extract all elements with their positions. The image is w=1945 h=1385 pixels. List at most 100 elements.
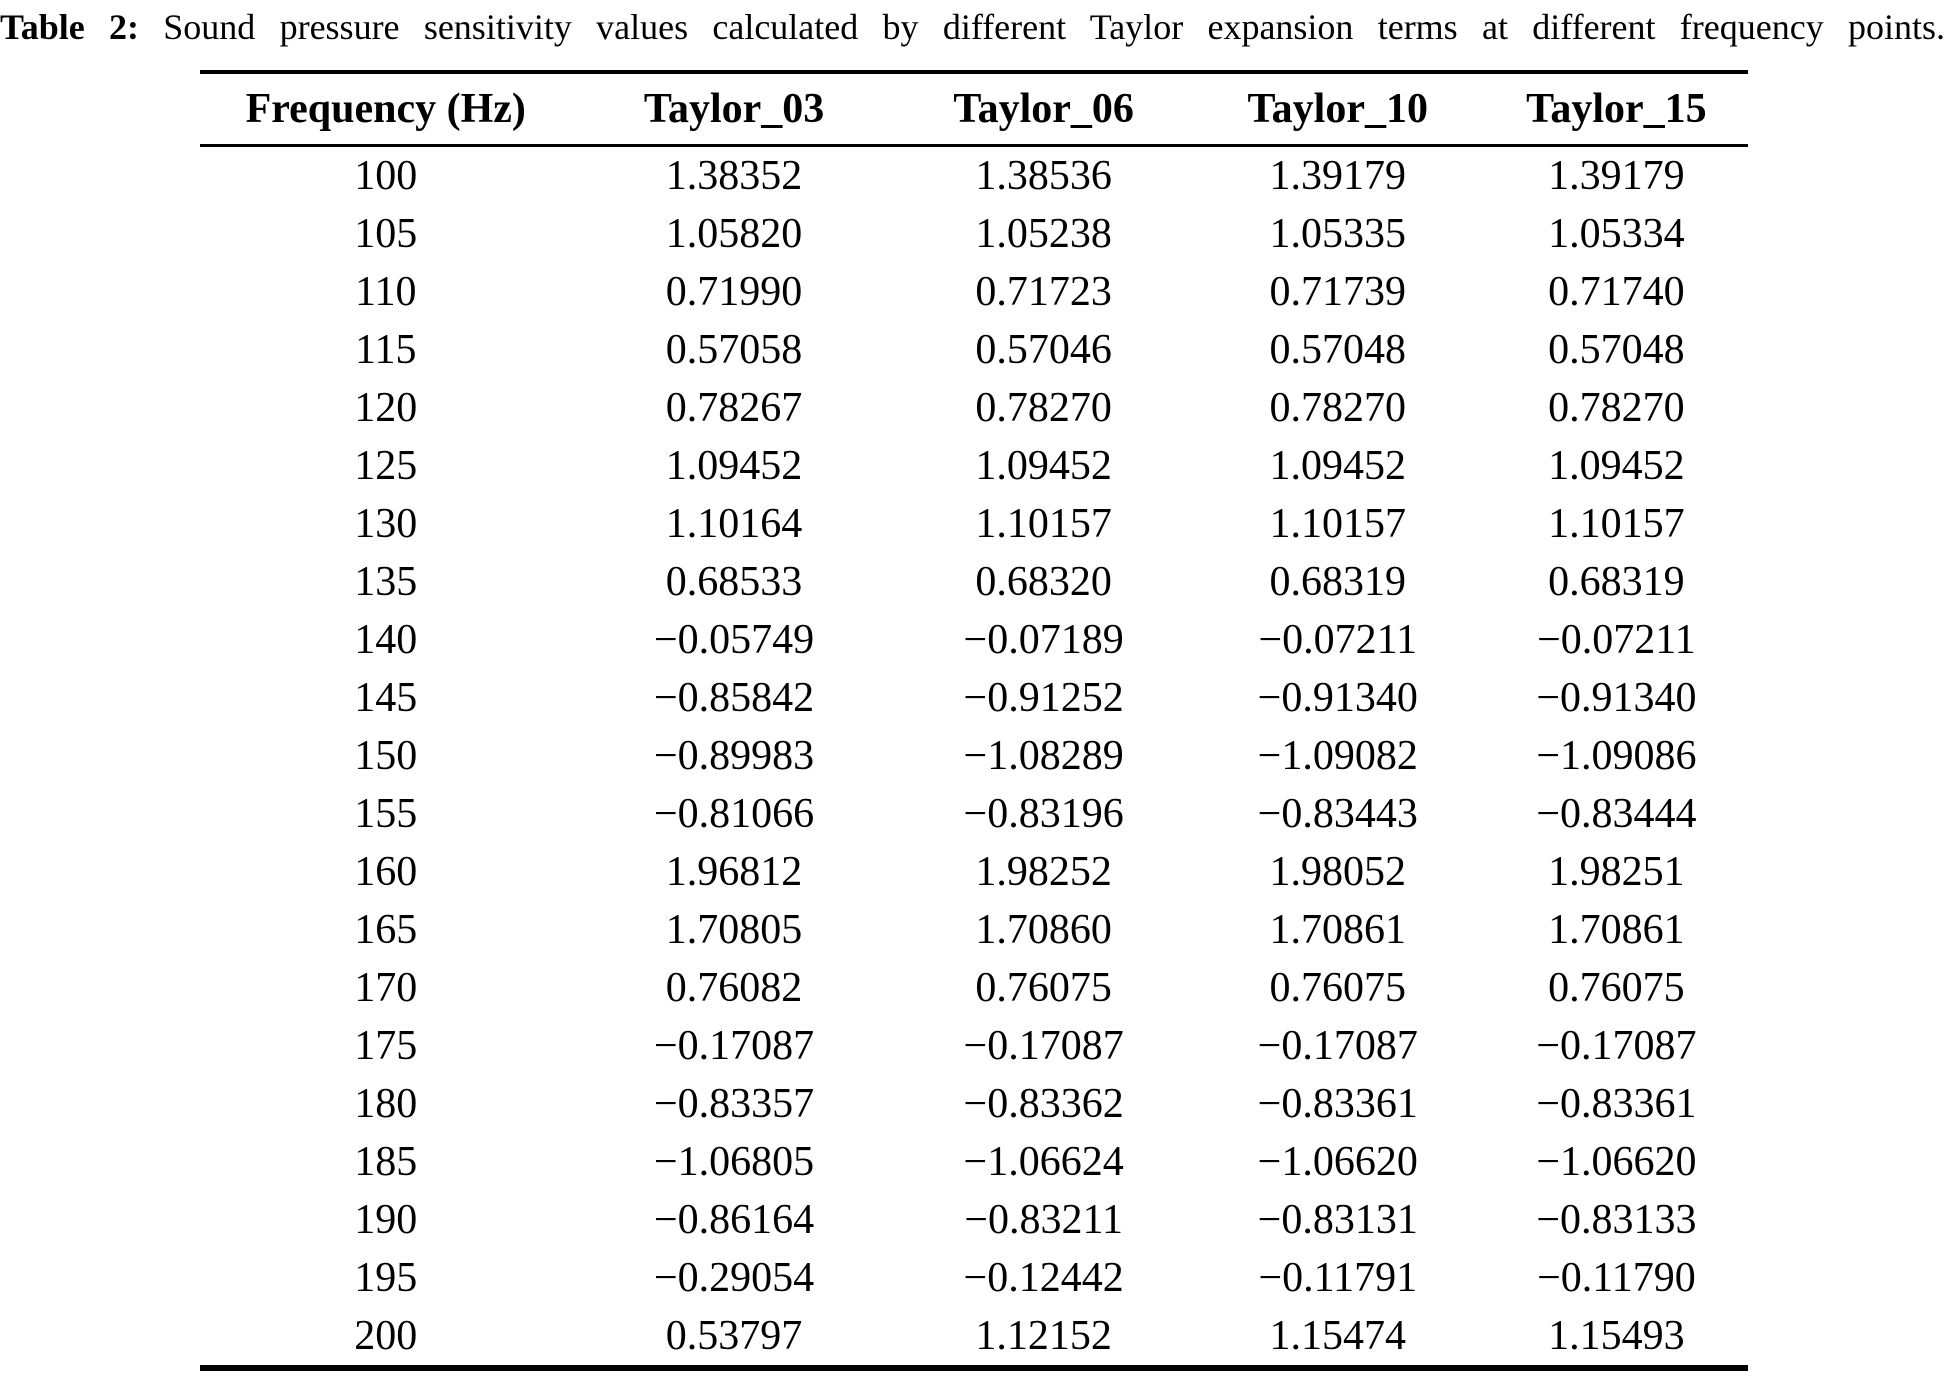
table-body: 100 1.38352 1.38536 1.39179 1.39179 105 1.0582… bbox=[200, 146, 1748, 1369]
value-cell: 0.68319 bbox=[1269, 559, 1407, 605]
value-cell: −0.07211 bbox=[1537, 617, 1696, 663]
frequency-cell: 110 bbox=[355, 269, 417, 315]
value-cell: 1.70805 bbox=[665, 907, 803, 953]
value-cell: 1.98252 bbox=[975, 849, 1112, 895]
value-cell: −1.06620 bbox=[1536, 1139, 1697, 1185]
value-cell: −0.17087 bbox=[1536, 1023, 1697, 1069]
table-row: 130 1.10164 1.10157 1.10157 1.10157 bbox=[200, 495, 1748, 553]
value-cell: 0.78270 bbox=[1269, 385, 1407, 431]
table-row: 160 1.96812 1.98252 1.98052 1.98251 bbox=[200, 843, 1748, 901]
frequency-cell: 165 bbox=[354, 907, 418, 953]
value-cell: −0.83361 bbox=[1536, 1081, 1697, 1127]
value-cell: −0.17087 bbox=[653, 1023, 815, 1069]
value-cell: −1.09086 bbox=[1536, 733, 1697, 779]
value-cell: 1.39179 bbox=[1269, 153, 1407, 199]
value-cell: −0.83362 bbox=[963, 1081, 1124, 1127]
column-header: Taylor_10 bbox=[1247, 86, 1428, 132]
value-cell: −0.91340 bbox=[1536, 675, 1697, 721]
value-cell: 1.09452 bbox=[1269, 443, 1407, 489]
table-row: 175 −0.17087 −0.17087 −0.17087 −0.17087 bbox=[200, 1017, 1748, 1075]
frequency-cell: 190 bbox=[354, 1197, 418, 1243]
frequency-cell: 105 bbox=[354, 211, 418, 257]
table-row: 125 1.09452 1.09452 1.09452 1.09452 bbox=[200, 437, 1748, 495]
value-cell: −1.08289 bbox=[963, 733, 1124, 779]
value-cell: 1.15474 bbox=[1269, 1313, 1407, 1359]
value-cell: 0.78267 bbox=[665, 385, 803, 431]
value-cell: −0.11790 bbox=[1537, 1255, 1696, 1301]
value-cell: 1.70861 bbox=[1269, 907, 1407, 953]
value-cell: 1.10157 bbox=[1548, 501, 1685, 547]
frequency-cell: 145 bbox=[354, 675, 418, 721]
value-cell: −0.17087 bbox=[1257, 1023, 1418, 1069]
table-caption-label: Table 2: bbox=[0, 7, 139, 47]
value-cell: −0.86164 bbox=[653, 1197, 815, 1243]
value-cell: 1.39179 bbox=[1548, 153, 1685, 199]
column-header: Taylor_15 bbox=[1526, 86, 1707, 132]
value-cell: 0.78270 bbox=[975, 385, 1112, 431]
value-cell: 1.10164 bbox=[665, 501, 803, 547]
value-cell: 1.70861 bbox=[1548, 907, 1685, 953]
value-cell: 0.76075 bbox=[975, 965, 1112, 1011]
value-cell: −1.09082 bbox=[1257, 733, 1418, 779]
frequency-cell: 120 bbox=[354, 385, 418, 431]
value-cell: 0.68320 bbox=[975, 559, 1112, 605]
frequency-cell: 140 bbox=[354, 617, 418, 663]
table-row: 180 −0.83357 −0.83362 −0.83361 −0.83361 bbox=[200, 1075, 1748, 1133]
value-cell: 0.57048 bbox=[1548, 327, 1685, 373]
value-cell: −0.83357 bbox=[653, 1081, 815, 1127]
table-row: 115 0.57058 0.57046 0.57048 0.57048 bbox=[200, 321, 1748, 379]
value-cell: 0.76075 bbox=[1548, 965, 1685, 1011]
value-cell: 1.70860 bbox=[975, 907, 1112, 953]
value-cell: 0.57048 bbox=[1269, 327, 1407, 373]
frequency-cell: 130 bbox=[354, 501, 418, 547]
value-cell: −0.83133 bbox=[1536, 1197, 1697, 1243]
value-cell: −0.89983 bbox=[653, 733, 815, 779]
value-cell: −1.06620 bbox=[1257, 1139, 1418, 1185]
value-cell: 1.05334 bbox=[1548, 211, 1685, 257]
table-row: 105 1.05820 1.05238 1.05335 1.05334 bbox=[200, 205, 1748, 263]
value-cell: 1.15493 bbox=[1548, 1313, 1685, 1359]
frequency-cell: 160 bbox=[354, 849, 418, 895]
frequency-cell: 200 bbox=[354, 1313, 418, 1359]
value-cell: −0.29054 bbox=[653, 1255, 815, 1301]
value-cell: 1.38352 bbox=[665, 153, 803, 199]
value-cell: 1.09452 bbox=[975, 443, 1112, 489]
table-row: 110 0.71990 0.71723 0.71739 0.71740 bbox=[200, 263, 1748, 321]
frequency-cell: 195 bbox=[354, 1255, 418, 1301]
value-cell: 1.05238 bbox=[975, 211, 1112, 257]
value-cell: 1.05335 bbox=[1269, 211, 1407, 257]
value-cell: −0.91252 bbox=[963, 675, 1124, 721]
value-cell: −0.83443 bbox=[1257, 791, 1418, 837]
table-row: 200 0.53797 1.12152 1.15474 1.15493 bbox=[200, 1307, 1748, 1368]
table-container: Frequency (Hz) Taylor_03 Taylor_06 Taylor_1… bbox=[200, 70, 1748, 1371]
value-cell: 0.53797 bbox=[665, 1313, 803, 1359]
value-cell: 0.71990 bbox=[665, 269, 803, 315]
value-cell: −0.81066 bbox=[653, 791, 815, 837]
value-cell: 0.78270 bbox=[1548, 385, 1685, 431]
value-cell: −0.91340 bbox=[1257, 675, 1418, 721]
frequency-cell: 115 bbox=[355, 327, 417, 373]
value-cell: 1.10157 bbox=[1269, 501, 1407, 547]
value-cell: −0.83196 bbox=[963, 791, 1124, 837]
frequency-cell: 175 bbox=[354, 1023, 418, 1069]
value-cell: 1.38536 bbox=[975, 153, 1112, 199]
table-row: 165 1.70805 1.70860 1.70861 1.70861 bbox=[200, 901, 1748, 959]
frequency-cell: 155 bbox=[354, 791, 418, 837]
frequency-cell: 100 bbox=[354, 153, 418, 199]
column-header: Frequency (Hz) bbox=[245, 86, 526, 132]
frequency-cell: 135 bbox=[354, 559, 418, 605]
value-cell: −0.85842 bbox=[653, 675, 815, 721]
data-table: Frequency (Hz) Taylor_03 Taylor_06 Taylor_1… bbox=[200, 70, 1748, 1371]
value-cell: 1.98052 bbox=[1269, 849, 1407, 895]
value-cell: −0.11791 bbox=[1258, 1255, 1418, 1301]
table-row: 100 1.38352 1.38536 1.39179 1.39179 bbox=[200, 146, 1748, 206]
value-cell: −0.83361 bbox=[1257, 1081, 1418, 1127]
value-cell: 0.57058 bbox=[665, 327, 803, 373]
table-caption: Table 2: Sound pressure sensitivity valu… bbox=[0, 0, 1945, 50]
value-cell: −0.17087 bbox=[963, 1023, 1124, 1069]
table-row: 155 −0.81066 −0.83196 −0.83443 −0.83444 bbox=[200, 785, 1748, 843]
header-row: Frequency (Hz) Taylor_03 Taylor_06 Taylor_1… bbox=[200, 72, 1748, 146]
value-cell: 0.57046 bbox=[975, 327, 1112, 373]
value-cell: −0.12442 bbox=[963, 1255, 1124, 1301]
value-cell: −0.83131 bbox=[1257, 1197, 1418, 1243]
